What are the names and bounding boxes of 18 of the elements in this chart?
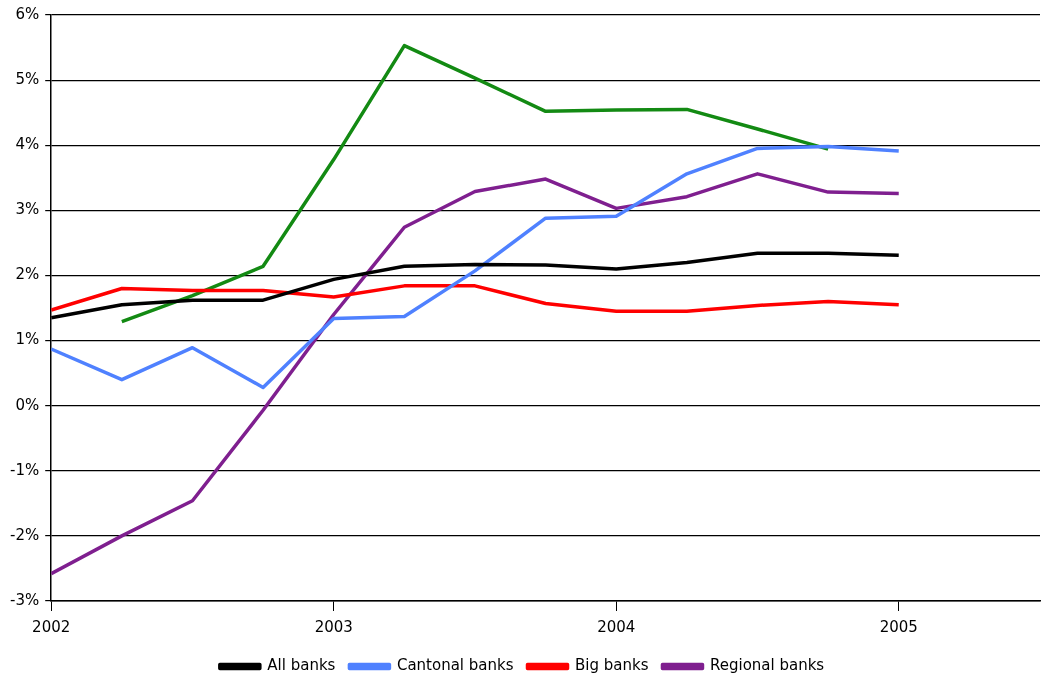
x-tick-label: 2002 bbox=[32, 617, 71, 636]
y-tick-label: 3% bbox=[15, 200, 40, 219]
y-tick-label: 2% bbox=[15, 265, 40, 284]
y-tick-label: -3% bbox=[9, 590, 40, 609]
y-tick-label: -2% bbox=[9, 525, 40, 544]
y-tick-label: 5% bbox=[15, 70, 40, 88]
x-tick-label: 2004 bbox=[597, 617, 636, 636]
y-tick-label: 0% bbox=[15, 395, 40, 414]
legend-label: Big banks bbox=[575, 656, 649, 675]
legend-label: Regional banks bbox=[709, 656, 825, 675]
y-tick-label: 6% bbox=[15, 4, 40, 23]
legend-label: Cantonal banks bbox=[396, 656, 514, 675]
y-tick-label: 4% bbox=[15, 135, 40, 154]
x-tick-label: 2003 bbox=[314, 617, 353, 636]
x-tick-label: 2005 bbox=[879, 617, 918, 636]
y-tick-label: 1% bbox=[15, 330, 40, 349]
y-tick-label: -1% bbox=[9, 460, 40, 479]
legend-label: All banks bbox=[267, 656, 336, 675]
